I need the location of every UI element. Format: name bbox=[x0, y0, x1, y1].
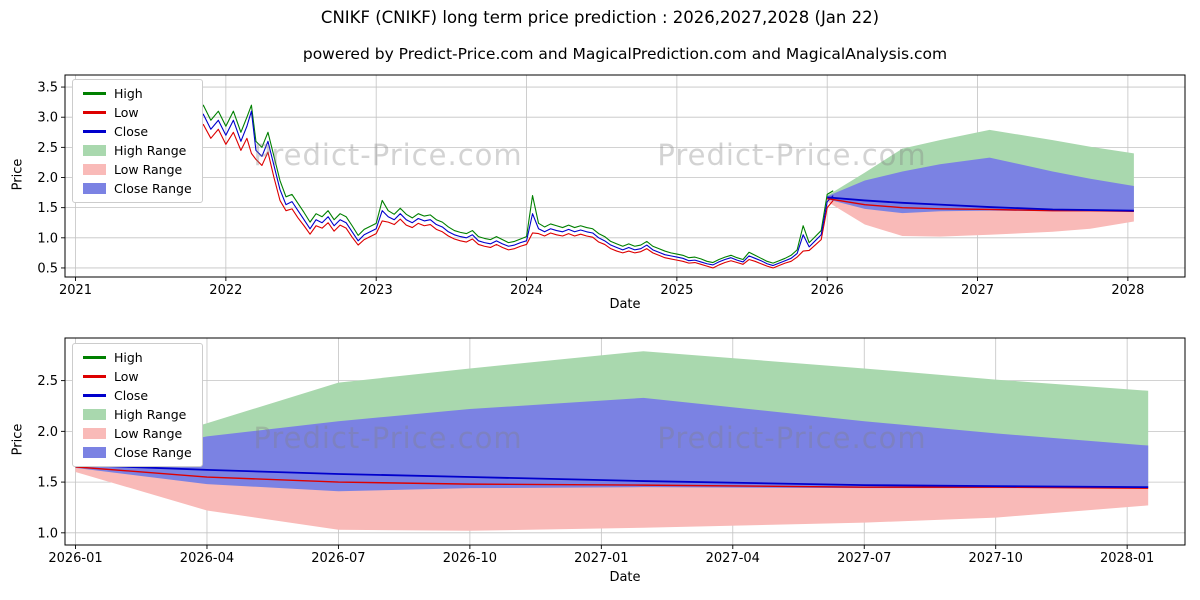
legend-item-close-range: Close Range bbox=[83, 445, 192, 460]
svg-text:2027-04: 2027-04 bbox=[706, 551, 760, 566]
svg-text:2028-01: 2028-01 bbox=[1100, 551, 1154, 566]
legend-label: Low bbox=[114, 369, 139, 384]
svg-text:2026-04: 2026-04 bbox=[180, 551, 234, 566]
legend-label: Low Range bbox=[114, 162, 183, 177]
legend-patch-swatch bbox=[83, 164, 106, 175]
svg-text:2026-07: 2026-07 bbox=[311, 551, 365, 566]
legend-item-high: High bbox=[83, 86, 192, 101]
svg-text:2.5: 2.5 bbox=[37, 374, 58, 389]
svg-text:1.5: 1.5 bbox=[37, 476, 58, 491]
svg-text:2022: 2022 bbox=[209, 283, 242, 298]
svg-text:2.0: 2.0 bbox=[37, 171, 58, 186]
svg-text:2027-10: 2027-10 bbox=[969, 551, 1023, 566]
svg-text:3.0: 3.0 bbox=[37, 111, 58, 126]
legend-patch-swatch bbox=[83, 428, 106, 439]
legend-patch-swatch bbox=[83, 409, 106, 420]
legend-label: High bbox=[114, 86, 143, 101]
legend-label: Close bbox=[114, 124, 149, 139]
legend-patch-swatch bbox=[83, 447, 106, 458]
legend-item-close-range: Close Range bbox=[83, 181, 192, 196]
svg-text:1.0: 1.0 bbox=[37, 526, 58, 541]
legend-label: Low bbox=[114, 105, 139, 120]
legend-line-swatch bbox=[83, 394, 106, 397]
top-x-axis-label: Date bbox=[609, 297, 641, 312]
legend-patch-swatch bbox=[83, 183, 106, 194]
legend-item-high-range: High Range bbox=[83, 143, 192, 158]
legend-line-swatch bbox=[83, 356, 106, 359]
legend-item-high-range: High Range bbox=[83, 407, 192, 422]
legend-label: High Range bbox=[114, 143, 187, 158]
svg-text:2027: 2027 bbox=[961, 283, 994, 298]
bottom-legend: High Low Close High Range Low Range Close Ran… bbox=[72, 343, 203, 467]
svg-text:2021: 2021 bbox=[59, 283, 92, 298]
svg-text:2026: 2026 bbox=[811, 283, 844, 298]
svg-text:3.5: 3.5 bbox=[37, 81, 58, 96]
svg-text:2024: 2024 bbox=[510, 283, 543, 298]
legend-item-low-range: Low Range bbox=[83, 162, 192, 177]
legend-item-low: Low bbox=[83, 369, 192, 384]
page-title: CNIKF (CNIKF) long term price prediction… bbox=[320, 8, 880, 27]
legend-item-low: Low bbox=[83, 105, 192, 120]
legend-label: Close Range bbox=[114, 445, 192, 460]
legend-patch-swatch bbox=[83, 145, 106, 156]
legend-item-close: Close bbox=[83, 124, 192, 139]
legend-label: High bbox=[114, 350, 143, 365]
legend-item-high: High bbox=[83, 350, 192, 365]
legend-label: Low Range bbox=[114, 426, 183, 441]
svg-text:2026-01: 2026-01 bbox=[48, 551, 102, 566]
legend-line-swatch bbox=[83, 92, 106, 95]
legend-line-swatch bbox=[83, 375, 106, 378]
legend-item-low-range: Low Range bbox=[83, 426, 192, 441]
legend-label: High Range bbox=[114, 407, 187, 422]
page-subtitle: powered by Predict-Price.com and Magical… bbox=[302, 45, 948, 63]
legend-line-swatch bbox=[83, 111, 106, 114]
legend-label: Close Range bbox=[114, 181, 192, 196]
svg-text:2028: 2028 bbox=[1111, 283, 1144, 298]
svg-text:2026-10: 2026-10 bbox=[443, 551, 497, 566]
svg-text:2.5: 2.5 bbox=[37, 141, 58, 156]
legend-line-swatch bbox=[83, 130, 106, 133]
svg-text:2.0: 2.0 bbox=[37, 425, 58, 440]
svg-text:2027-07: 2027-07 bbox=[837, 551, 891, 566]
svg-text:2027-01: 2027-01 bbox=[574, 551, 628, 566]
svg-text:2023: 2023 bbox=[360, 283, 393, 298]
svg-text:2025: 2025 bbox=[660, 283, 693, 298]
svg-text:1.5: 1.5 bbox=[37, 201, 58, 216]
legend-label: Close bbox=[114, 388, 149, 403]
top-legend: High Low Close High Range Low Range Close Ran… bbox=[72, 79, 203, 203]
legend-item-close: Close bbox=[83, 388, 192, 403]
bottom-x-axis-label: Date bbox=[609, 570, 641, 585]
svg-text:0.5: 0.5 bbox=[37, 261, 58, 276]
svg-text:1.0: 1.0 bbox=[37, 231, 58, 246]
